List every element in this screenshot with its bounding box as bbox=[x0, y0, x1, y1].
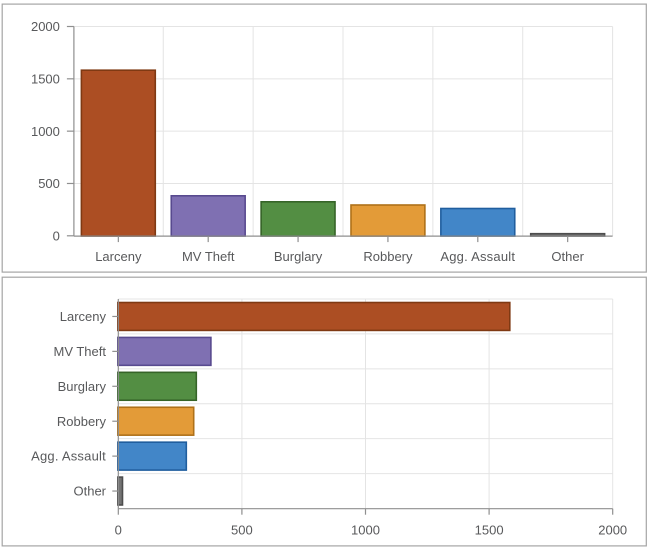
svg-text:2000: 2000 bbox=[31, 19, 60, 34]
svg-text:1500: 1500 bbox=[31, 71, 60, 86]
svg-text:0: 0 bbox=[53, 228, 60, 243]
svg-text:Larceny: Larceny bbox=[95, 249, 142, 264]
svg-text:1000: 1000 bbox=[31, 124, 60, 139]
svg-text:0: 0 bbox=[115, 522, 122, 537]
svg-text:Burglary: Burglary bbox=[58, 379, 107, 394]
svg-text:Other: Other bbox=[73, 484, 106, 499]
svg-text:1000: 1000 bbox=[351, 522, 380, 537]
svg-text:1500: 1500 bbox=[475, 522, 504, 537]
svg-text:MV Theft: MV Theft bbox=[182, 249, 235, 264]
svg-text:2000: 2000 bbox=[598, 522, 627, 537]
svg-text:Agg. Assault: Agg. Assault bbox=[440, 249, 515, 264]
svg-text:500: 500 bbox=[38, 176, 60, 191]
svg-text:Agg. Assault: Agg. Assault bbox=[31, 449, 106, 464]
svg-text:Larceny: Larceny bbox=[60, 309, 107, 324]
svg-text:MV Theft: MV Theft bbox=[53, 344, 106, 359]
svg-text:Other: Other bbox=[551, 249, 584, 264]
svg-text:Robbery: Robbery bbox=[57, 414, 107, 429]
svg-text:500: 500 bbox=[231, 522, 253, 537]
svg-text:Robbery: Robbery bbox=[363, 249, 413, 264]
svg-text:Burglary: Burglary bbox=[274, 249, 323, 264]
